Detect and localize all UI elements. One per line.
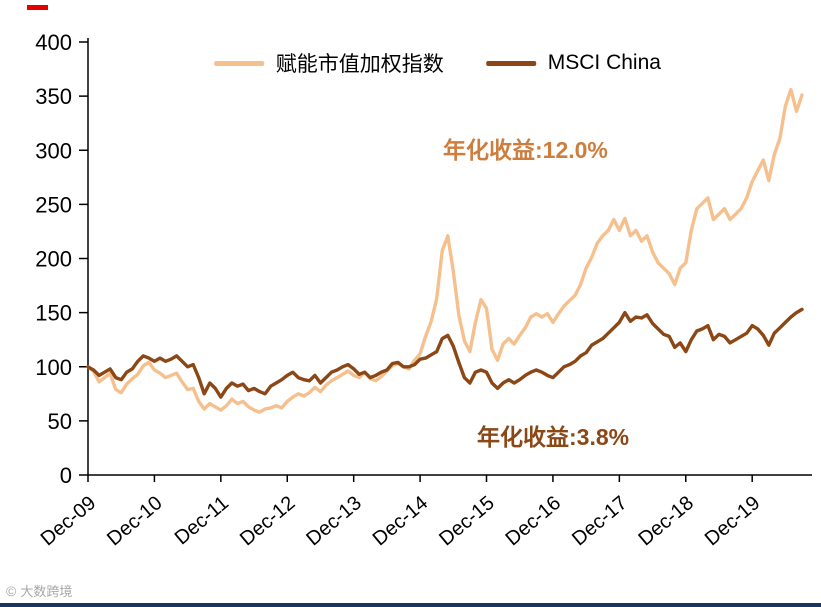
legend: 赋能市值加权指数 MSCI China xyxy=(213,48,661,78)
svg-text:300: 300 xyxy=(35,138,72,163)
legend-label-msci: MSCI China xyxy=(547,51,661,74)
svg-text:Dec-10: Dec-10 xyxy=(103,492,167,550)
brand-red-dash xyxy=(27,5,48,10)
legend-label-index: 赋能市值加权指数 xyxy=(275,53,444,76)
svg-text:350: 350 xyxy=(35,84,72,109)
svg-text:Dec-16: Dec-16 xyxy=(502,492,566,550)
legend-item-msci: MSCI China xyxy=(485,51,661,75)
svg-text:250: 250 xyxy=(35,192,72,217)
watermark-text: 大数跨境 xyxy=(20,584,73,599)
svg-text:Dec-19: Dec-19 xyxy=(701,492,765,550)
watermark-logo-icon: © xyxy=(6,582,17,599)
svg-text:Dec-12: Dec-12 xyxy=(236,492,300,550)
svg-text:100: 100 xyxy=(35,355,72,380)
svg-text:0: 0 xyxy=(60,463,72,488)
svg-text:Dec-15: Dec-15 xyxy=(435,492,499,550)
svg-text:150: 150 xyxy=(35,301,72,326)
svg-text:400: 400 xyxy=(35,30,72,55)
svg-text:Dec-11: Dec-11 xyxy=(171,492,233,549)
bottom-accent-bar xyxy=(0,603,821,607)
legend-swatch-index xyxy=(213,60,264,66)
svg-text:Dec-09: Dec-09 xyxy=(37,492,101,550)
annotation-msci-annualized-return: 年化收益:3.8% xyxy=(477,424,630,450)
svg-text:50: 50 xyxy=(48,409,72,434)
legend-swatch-msci xyxy=(485,60,536,66)
watermark: © 大数跨境 xyxy=(6,581,72,600)
svg-text:Dec-13: Dec-13 xyxy=(302,492,366,550)
annotation-index-annualized-return: 年化收益:12.0% xyxy=(443,137,608,163)
svg-text:Dec-17: Dec-17 xyxy=(568,492,632,550)
legend-item-index: 赋能市值加权指数 xyxy=(213,48,444,78)
svg-text:Dec-18: Dec-18 xyxy=(634,492,698,550)
svg-text:Dec-14: Dec-14 xyxy=(369,492,433,550)
svg-text:200: 200 xyxy=(35,247,72,272)
